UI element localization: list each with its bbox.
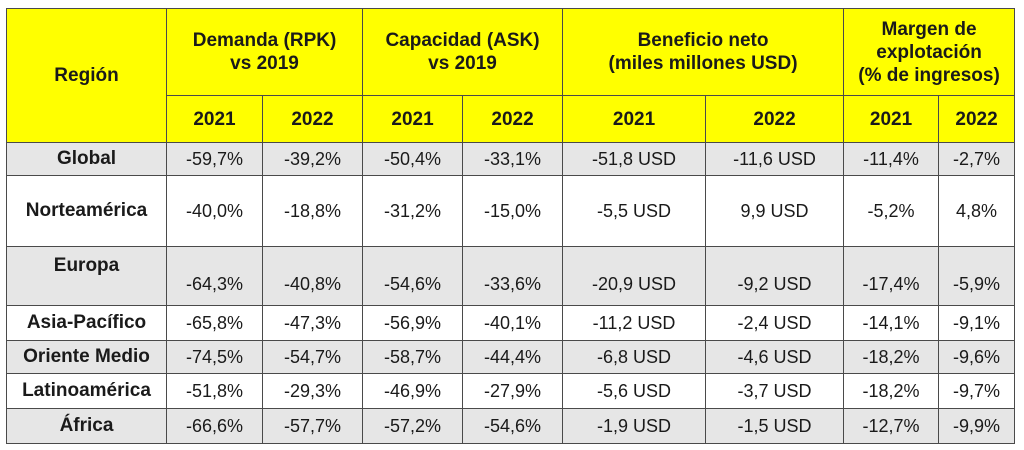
table-row-africa: África -66,6% -57,7% -57,2% -54,6% -1,9 … — [6, 408, 1016, 444]
value-cell: -18,8% — [261, 175, 364, 247]
value-cell: -14,1% — [843, 305, 940, 341]
value-cell: -58,7% — [362, 340, 464, 374]
value-cell: -9,9% — [938, 408, 1016, 444]
value-cell: -39,2% — [261, 142, 364, 176]
value-cell: -65,8% — [166, 305, 263, 341]
value-cell: -6,8 USD — [562, 340, 707, 374]
value-cell: -40,0% — [166, 175, 263, 247]
year-header: 2022 — [938, 95, 1016, 143]
region-cell: Oriente Medio — [6, 340, 167, 374]
value-cell: -11,6 USD — [705, 142, 845, 176]
value-cell: -2,4 USD — [705, 305, 845, 341]
year-header: 2022 — [462, 95, 564, 143]
table-row-latinoamerica: Latinoamérica -51,8% -29,3% -46,9% -27,9… — [6, 373, 1016, 409]
value-cell: -57,7% — [261, 408, 364, 444]
value-cell: -56,9% — [362, 305, 464, 341]
value-cell: -54,7% — [261, 340, 364, 374]
value-cell: -3,7 USD — [705, 373, 845, 409]
value-cell: -9,7% — [938, 373, 1016, 409]
value-cell: -47,3% — [261, 305, 364, 341]
group-header-demand: Demanda (RPK) vs 2019 — [165, 8, 364, 96]
year-header: 2021 — [362, 95, 464, 143]
region-cell: Latinoamérica — [6, 373, 167, 409]
value-cell: -54,6% — [462, 408, 564, 444]
group-header-operating-margin: Margen de explotación (% de ingresos) — [843, 8, 1016, 96]
value-cell: -74,5% — [166, 340, 263, 374]
value-cell: -1,9 USD — [562, 408, 707, 444]
value-cell: -2,7% — [938, 142, 1016, 176]
value-cell: -27,9% — [462, 373, 564, 409]
value-cell: -15,0% — [462, 175, 564, 247]
region-cell: Global — [6, 142, 167, 176]
region-cell: Norteamérica — [6, 175, 167, 247]
value-cell: -40,1% — [462, 305, 564, 341]
value-cell: -44,4% — [462, 340, 564, 374]
table-row-europa: Europa -64,3% -40,8% -54,6% -33,6% -20,9… — [6, 246, 1016, 306]
value-cell: -54,6% — [362, 246, 464, 306]
value-cell: -12,7% — [843, 408, 940, 444]
year-header: 2021 — [562, 95, 707, 143]
value-cell: -31,2% — [362, 175, 464, 247]
value-cell: -64,3% — [166, 246, 263, 306]
value-cell: -1,5 USD — [705, 408, 845, 444]
value-cell: -51,8 USD — [562, 142, 707, 176]
value-cell: -9,6% — [938, 340, 1016, 374]
value-cell: -57,2% — [362, 408, 464, 444]
year-header: 2021 — [843, 95, 940, 143]
value-cell: -18,2% — [843, 373, 940, 409]
value-cell: -33,6% — [462, 246, 564, 306]
value-cell: -17,4% — [843, 246, 940, 306]
value-cell: -50,4% — [362, 142, 464, 176]
airline-results-table: Región Demanda (RPK) vs 2019 Capacidad (A… — [6, 8, 1016, 444]
table-row-asia-pacifico: Asia-Pacífico -65,8% -47,3% -56,9% -40,1… — [6, 305, 1016, 341]
value-cell: -5,9% — [938, 246, 1016, 306]
value-cell: -5,6 USD — [562, 373, 707, 409]
value-cell: -20,9 USD — [562, 246, 707, 306]
region-header: Región — [6, 8, 167, 143]
year-header: 2022 — [261, 95, 364, 143]
group-header-net-profit: Beneficio neto (miles millones USD) — [562, 8, 845, 96]
value-cell: -9,2 USD — [705, 246, 845, 306]
value-cell: -11,2 USD — [562, 305, 707, 341]
group-header-capacity: Capacidad (ASK) vs 2019 — [362, 8, 564, 96]
value-cell: -59,7% — [166, 142, 263, 176]
value-cell: -4,6 USD — [705, 340, 845, 374]
value-cell: -51,8% — [166, 373, 263, 409]
value-cell: -46,9% — [362, 373, 464, 409]
table-row-global: Global -59,7% -39,2% -50,4% -33,1% -51,8… — [6, 142, 1016, 176]
year-header: 2021 — [166, 95, 263, 143]
value-cell: -9,1% — [938, 305, 1016, 341]
table-row-norteamerica: Norteamérica -40,0% -18,8% -31,2% -15,0%… — [6, 175, 1016, 247]
value-cell: 9,9 USD — [705, 175, 845, 247]
region-cell: Asia-Pacífico — [6, 305, 167, 341]
value-cell: -40,8% — [261, 246, 364, 306]
year-header: 2022 — [705, 95, 845, 143]
value-cell: -5,2% — [843, 175, 940, 247]
value-cell: -11,4% — [843, 142, 940, 176]
table-row-oriente-medio: Oriente Medio -74,5% -54,7% -58,7% -44,4… — [6, 340, 1016, 374]
value-cell: -33,1% — [462, 142, 564, 176]
region-cell: África — [6, 408, 167, 444]
value-cell: -66,6% — [166, 408, 263, 444]
value-cell: -18,2% — [843, 340, 940, 374]
value-cell: 4,8% — [938, 175, 1016, 247]
value-cell: -29,3% — [261, 373, 364, 409]
value-cell: -5,5 USD — [562, 175, 707, 247]
region-cell: Europa — [6, 246, 167, 306]
